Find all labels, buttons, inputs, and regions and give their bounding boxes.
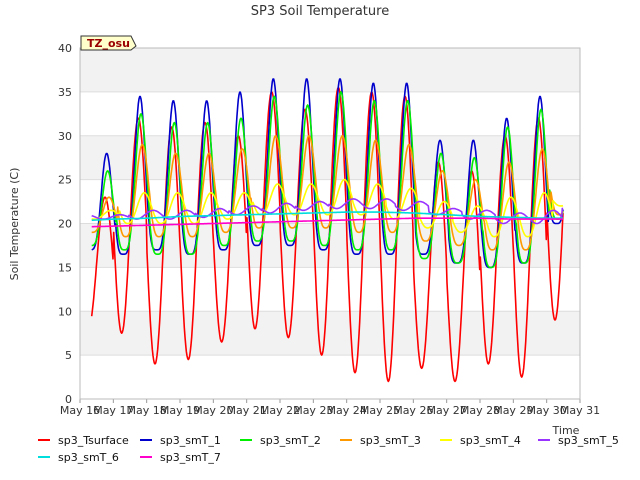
x-tick-label: May 25 <box>360 404 400 417</box>
y-tick-label: 5 <box>65 349 72 362</box>
x-tick-label: May 23 <box>293 404 333 417</box>
legend-label: sp3_smT_4 <box>460 434 521 447</box>
x-tick-label: May 31 <box>560 404 600 417</box>
y-tick-label: 20 <box>58 218 72 231</box>
x-tick-label: May 30 <box>527 404 567 417</box>
legend-label: sp3_smT_6 <box>58 451 119 464</box>
x-tick-label: May 16 <box>60 404 100 417</box>
x-tick-label: May 21 <box>227 404 267 417</box>
legend: sp3_Tsurface sp3_smT_1 sp3_smT_2 sp3_smT_3 s… <box>38 434 619 464</box>
x-tick-label: May 17 <box>93 404 133 417</box>
site-badge: TZ_osu <box>80 35 137 51</box>
series-line-sp3_smT_2 <box>91 91 564 269</box>
series-line-sp3_smT_1 <box>91 78 564 269</box>
x-tick-label: May 19 <box>160 404 200 417</box>
chart-title: SP3 Soil Temperature <box>251 4 389 19</box>
x-axis-label: Time <box>552 424 580 437</box>
legend-label: sp3_smT_3 <box>360 434 421 447</box>
y-axis-ticks: 0 5 10 15 20 25 30 35 40 <box>58 42 72 406</box>
y-tick-label: 25 <box>58 174 72 187</box>
y-tick-label: 40 <box>58 42 72 55</box>
series-lines <box>90 78 564 383</box>
y-tick-label: 10 <box>58 305 72 318</box>
series-line-sp3_smT_6 <box>91 211 564 222</box>
site-badge-label: TZ_osu <box>87 37 130 50</box>
y-tick-label: 35 <box>58 86 72 99</box>
legend-label: sp3_Tsurface <box>58 434 129 447</box>
y-axis-label: Soil Temperature (C) <box>8 168 21 281</box>
plot-frame <box>79 47 581 400</box>
y-tick-label: 30 <box>58 130 72 143</box>
x-tick-label: May 18 <box>127 404 167 417</box>
x-tick-label: May 27 <box>427 404 467 417</box>
plot-band <box>80 135 580 180</box>
x-tick-label: May 29 <box>493 404 533 417</box>
legend-label: sp3_smT_5 <box>558 434 619 447</box>
y-tick-label: 15 <box>58 261 72 274</box>
plot-band <box>80 311 580 356</box>
series-line-sp3_smT_7 <box>91 217 564 228</box>
series-line-sp3_smT_3 <box>91 135 564 251</box>
x-tick-label: May 26 <box>393 404 433 417</box>
series-line-sp3_smT_5 <box>91 198 564 225</box>
legend-label: sp3_smT_1 <box>160 434 221 447</box>
legend-label: sp3_smT_7 <box>160 451 221 464</box>
plot-band <box>80 48 580 92</box>
x-tick-label: May 24 <box>327 404 367 417</box>
x-tick-label: May 22 <box>260 404 300 417</box>
x-tick-label: May 28 <box>460 404 500 417</box>
site-badge-box <box>80 35 137 51</box>
legend-label: sp3_smT_2 <box>260 434 321 447</box>
y-tick-label: 0 <box>65 393 72 406</box>
x-tick-label: May 20 <box>193 404 233 417</box>
